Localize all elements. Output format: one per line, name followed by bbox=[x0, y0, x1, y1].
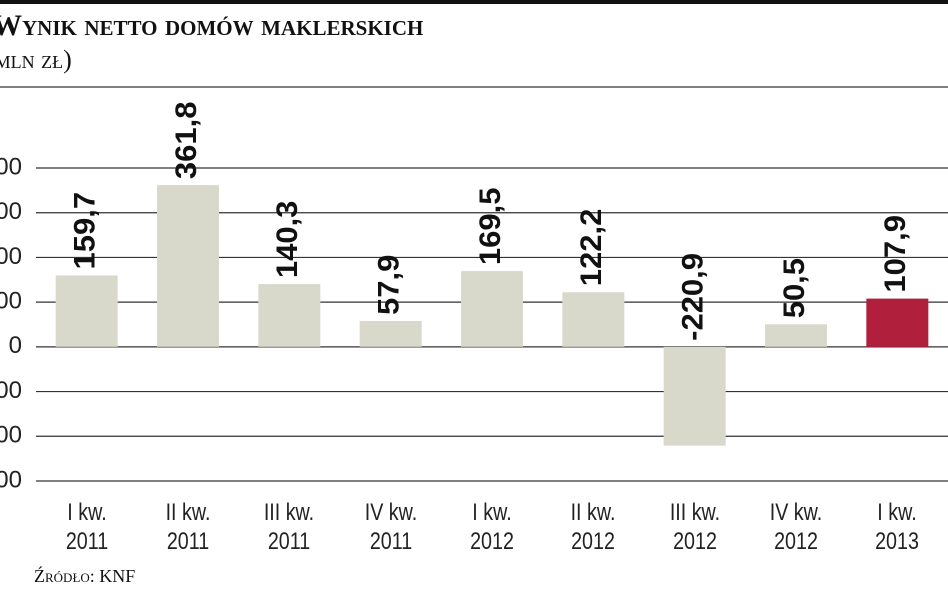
bar bbox=[55, 275, 118, 347]
value-label: 169,5 bbox=[474, 188, 506, 266]
y-tick-label: 200 bbox=[0, 243, 22, 270]
y-tick-label: -300 bbox=[0, 466, 22, 493]
value-label: 159,7 bbox=[69, 192, 101, 270]
bar bbox=[562, 292, 625, 347]
y-tick-label: 300 bbox=[0, 198, 22, 225]
x-tick-label: IV kw. 2012 bbox=[769, 499, 823, 555]
value-label: 50,5 bbox=[778, 258, 810, 318]
bar bbox=[461, 271, 523, 347]
y-tick-label: 400 bbox=[0, 153, 22, 180]
bar bbox=[359, 320, 422, 347]
bar bbox=[866, 298, 929, 347]
x-tick-label: III kw. 2011 bbox=[264, 499, 315, 555]
y-tick-label: -100 bbox=[0, 377, 22, 404]
x-tick-label: II kw. 2012 bbox=[570, 499, 616, 555]
value-label: 107,9 bbox=[880, 215, 912, 293]
chart-title: Wynik netto domów maklerskich bbox=[0, 9, 423, 42]
x-tick-label: I kw. 2013 bbox=[875, 499, 920, 555]
x-tick-label: I kw. 2011 bbox=[65, 499, 108, 555]
x-tick-label: II kw. 2011 bbox=[165, 499, 211, 555]
bar bbox=[765, 324, 827, 347]
y-tick-label: -200 bbox=[0, 422, 22, 449]
value-label: -220,9 bbox=[677, 253, 709, 341]
value-label: 57,9 bbox=[373, 255, 405, 315]
bar bbox=[157, 185, 219, 347]
bar bbox=[258, 284, 321, 347]
x-tick-label: IV kw. 2011 bbox=[364, 499, 417, 555]
bar bbox=[663, 346, 726, 446]
value-label: 122,2 bbox=[576, 209, 608, 287]
value-label: 361,8 bbox=[170, 102, 202, 180]
top-rule bbox=[0, 0, 948, 4]
y-tick-label: 100 bbox=[0, 287, 22, 314]
chart-subtitle: (mln zł) bbox=[0, 45, 72, 74]
x-tick-label: I kw. 2012 bbox=[470, 499, 514, 555]
x-tick-label: III kw. 2012 bbox=[669, 499, 720, 555]
source: Źródło: KNF bbox=[34, 565, 135, 586]
value-label: 140,3 bbox=[272, 201, 304, 279]
y-tick-label: 0 bbox=[9, 332, 22, 359]
